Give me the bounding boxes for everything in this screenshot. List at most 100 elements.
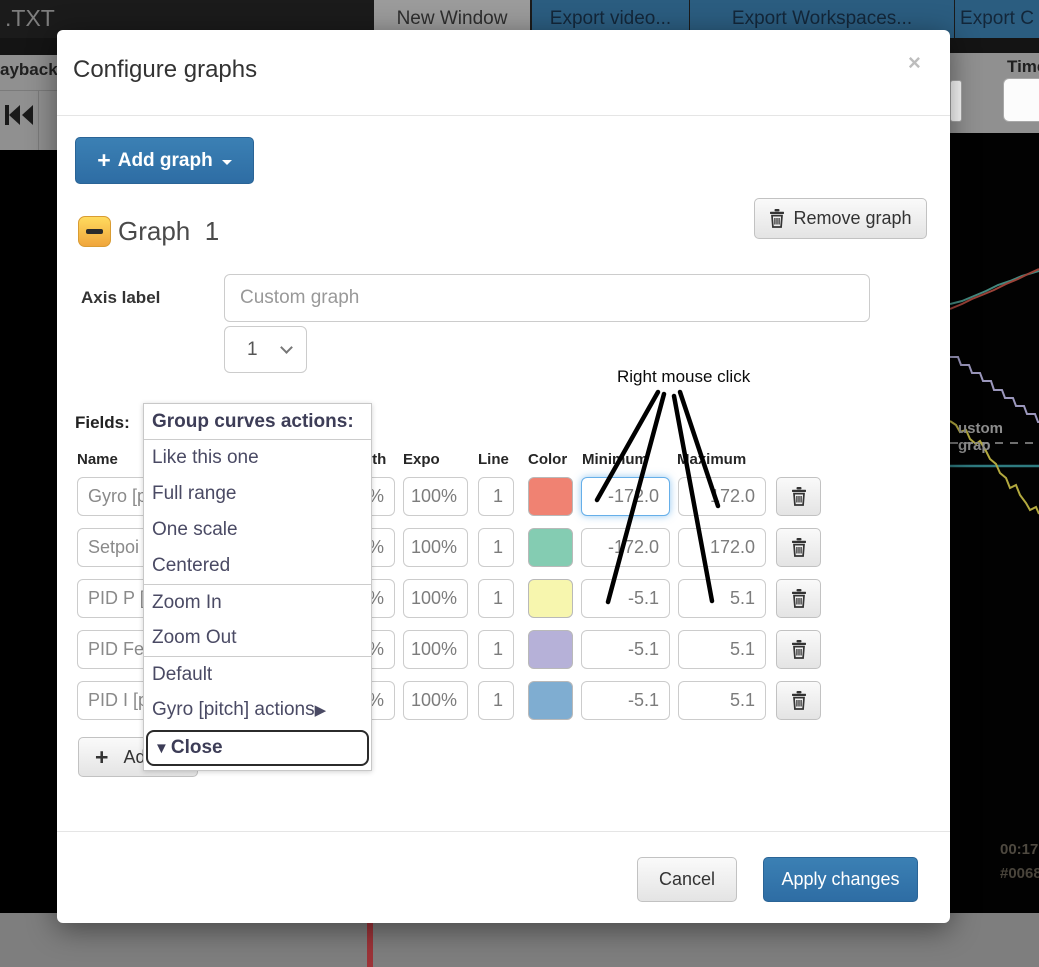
caret-down-icon xyxy=(221,159,232,165)
group-curves-context-menu: Group curves actions: Like this one Full… xyxy=(143,403,372,771)
axis-count-value: 1 xyxy=(247,338,258,360)
trash-icon xyxy=(770,209,785,228)
remove-graph-label: Remove graph xyxy=(793,208,912,228)
field-line-input[interactable] xyxy=(478,528,514,567)
menu-item-full-range[interactable]: Full range xyxy=(152,483,237,504)
triangle-down-icon: ▼ xyxy=(154,740,169,757)
trash-icon xyxy=(791,691,806,710)
col-header-name: Name xyxy=(77,451,118,468)
chevron-down-icon xyxy=(280,341,293,354)
remove-field-button[interactable] xyxy=(776,528,821,567)
collapse-graph-icon[interactable] xyxy=(78,216,111,247)
annotation-right-mouse-click: Right mouse click xyxy=(617,367,751,386)
context-menu-header: Group curves actions: xyxy=(144,404,371,440)
menu-item-centered[interactable]: Centered xyxy=(152,555,231,576)
chart-area-left xyxy=(0,150,57,913)
field-color-swatch[interactable] xyxy=(528,579,573,618)
field-color-swatch[interactable] xyxy=(528,630,573,669)
cancel-button[interactable]: Cancel xyxy=(637,857,737,902)
menu-item-default[interactable]: Default xyxy=(144,656,371,692)
field-expo-input[interactable] xyxy=(403,630,468,669)
time-input-partial[interactable] xyxy=(950,80,962,122)
menu-item-zoom-out[interactable]: Zoom Out xyxy=(152,627,237,648)
field-name-input[interactable] xyxy=(77,681,202,720)
field-minimum-input[interactable] xyxy=(581,477,670,516)
chart-axis-label: ustom grap xyxy=(958,420,1003,454)
plus-icon: + xyxy=(97,147,111,173)
menu-item-one-scale[interactable]: One scale xyxy=(152,519,238,540)
menu-item-close[interactable]: ▼ Close xyxy=(146,730,369,766)
field-minimum-input[interactable] xyxy=(581,681,670,720)
menu-item-label: Close xyxy=(170,737,223,758)
field-color-swatch[interactable] xyxy=(528,528,573,567)
trash-icon xyxy=(791,589,806,608)
time-input[interactable] xyxy=(1003,78,1039,122)
export-cli-button[interactable]: Export C xyxy=(955,0,1039,38)
trash-icon xyxy=(791,640,806,659)
minus-icon xyxy=(86,229,103,234)
field-line-input[interactable] xyxy=(478,630,514,669)
trash-icon xyxy=(791,487,806,506)
fields-label: Fields: xyxy=(75,413,130,432)
field-maximum-input[interactable] xyxy=(678,630,766,669)
chart-curves xyxy=(950,268,1039,515)
timecode-readout: 00:17.70 xyxy=(1000,841,1039,858)
divider xyxy=(57,831,950,832)
remove-field-button[interactable] xyxy=(776,630,821,669)
add-graph-button[interactable]: + Add graph xyxy=(75,137,254,184)
playback-panel: ayback xyxy=(0,55,58,150)
field-expo-input[interactable] xyxy=(403,579,468,618)
menu-item-zoom-in[interactable]: Zoom In xyxy=(144,584,371,620)
remove-field-button[interactable] xyxy=(776,477,821,516)
divider xyxy=(38,91,39,150)
axis-label-input[interactable] xyxy=(224,274,870,322)
trash-icon xyxy=(791,538,806,557)
playhead-cursor[interactable] xyxy=(367,913,373,967)
field-color-swatch[interactable] xyxy=(528,477,573,516)
col-header-line: Line xyxy=(478,451,509,468)
col-header-maximum: Maximum xyxy=(677,451,747,468)
field-expo-input[interactable] xyxy=(403,477,468,516)
field-minimum-input[interactable] xyxy=(581,579,670,618)
plus-icon: + xyxy=(95,743,109,770)
field-expo-input[interactable] xyxy=(403,528,468,567)
axis-count-select[interactable]: 1 xyxy=(224,326,307,373)
right-dark-strip xyxy=(950,38,1039,53)
chart-area-right: ustom grap 00:17.70 #006814 xyxy=(950,133,1039,913)
field-expo-input[interactable] xyxy=(403,681,468,720)
left-dark-strip xyxy=(0,38,57,55)
time-panel: Time xyxy=(950,53,1039,133)
menu-item-label: Gyro [pitch] actions xyxy=(152,699,315,720)
field-color-swatch[interactable] xyxy=(528,681,573,720)
close-icon[interactable]: × xyxy=(908,50,921,75)
dialog-title: Configure graphs xyxy=(73,56,258,83)
field-maximum-input[interactable] xyxy=(678,681,766,720)
field-minimum-input[interactable] xyxy=(581,528,670,567)
field-line-input[interactable] xyxy=(478,477,514,516)
configure-graphs-dialog: Configure graphs × + Add graph Graph 1 R… xyxy=(57,30,950,923)
divider xyxy=(0,90,57,91)
field-maximum-input[interactable] xyxy=(678,579,766,618)
playback-label: ayback xyxy=(0,60,58,79)
axis-label-label: Axis label xyxy=(81,288,161,307)
field-minimum-input[interactable] xyxy=(581,630,670,669)
field-line-input[interactable] xyxy=(478,579,514,618)
divider xyxy=(57,115,950,116)
field-maximum-input[interactable] xyxy=(678,477,766,516)
menu-item-gyro-pitch-actions[interactable]: Gyro [pitch] actions▶ xyxy=(144,692,371,728)
col-header-minimum: Minimum xyxy=(582,451,648,468)
time-label: Time xyxy=(1007,57,1039,76)
field-maximum-input[interactable] xyxy=(678,528,766,567)
add-graph-label: Add graph xyxy=(117,149,213,171)
remove-graph-button[interactable]: Remove graph xyxy=(754,198,927,239)
col-header-expo: Expo xyxy=(403,451,440,468)
apply-changes-button[interactable]: Apply changes xyxy=(763,857,918,902)
field-line-input[interactable] xyxy=(478,681,514,720)
menu-item-like-this-one[interactable]: Like this one xyxy=(152,447,259,468)
remove-field-button[interactable] xyxy=(776,579,821,618)
skip-to-start-icon xyxy=(5,105,33,125)
submenu-arrow-icon: ▶ xyxy=(314,702,327,719)
frame-hex-readout: #006814 xyxy=(1000,865,1039,882)
skip-to-start-button[interactable] xyxy=(2,99,36,131)
remove-field-button[interactable] xyxy=(776,681,821,720)
